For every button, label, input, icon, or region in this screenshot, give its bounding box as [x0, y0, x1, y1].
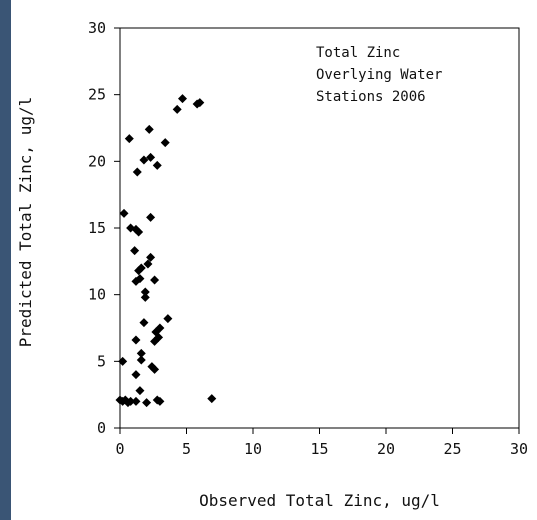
scatter-chart: 0 5 10 15 20 25 30 0 5 10 15 20 25 30 Observed Total …: [16, 19, 528, 510]
y-tick-label: 30: [88, 19, 106, 37]
x-tick-label: 15: [310, 440, 328, 458]
plot-border: [119, 27, 520, 429]
data-point: [130, 246, 140, 256]
data-point: [139, 155, 149, 165]
data-point: [126, 396, 136, 406]
data-point: [142, 398, 152, 408]
y-axis-title: Predicted Total Zinc, ug/l: [16, 97, 35, 347]
data-point: [150, 275, 160, 285]
data-point: [143, 259, 153, 269]
data-point: [172, 104, 182, 114]
data-point: [152, 160, 162, 170]
data-point: [134, 227, 144, 237]
data-point: [136, 263, 146, 273]
data-point: [195, 98, 205, 108]
data-point: [155, 396, 165, 406]
data-point: [131, 335, 141, 345]
annotation-line-3: Stations 2006: [316, 89, 426, 105]
x-tick-label: 5: [182, 440, 191, 458]
y-tick-label: 15: [88, 219, 106, 237]
x-tick-label: 0: [115, 440, 124, 458]
y-tick-label: 25: [88, 86, 106, 104]
data-point: [178, 94, 188, 104]
data-point: [163, 314, 173, 324]
y-tick-label: 10: [88, 286, 106, 304]
data-point: [131, 224, 141, 234]
y-tick-label: 20: [88, 152, 106, 170]
data-point: [207, 394, 217, 404]
data-point: [146, 152, 156, 162]
data-point: [132, 167, 142, 177]
data-point: [131, 396, 141, 406]
data-point: [131, 370, 141, 380]
ticks-layer: 0 5 10 15 20 25 30 0 5 10 15 20 25 30: [88, 19, 528, 458]
data-point: [139, 318, 149, 328]
x-axis-title: Observed Total Zinc, ug/l: [199, 491, 440, 510]
data-point: [136, 348, 146, 358]
data-point: [155, 323, 165, 333]
plot-area: [119, 27, 520, 429]
data-point: [135, 386, 145, 396]
data-point: [124, 134, 134, 144]
data-point: [146, 252, 156, 262]
data-point: [135, 274, 145, 284]
data-point: [160, 138, 170, 148]
chart-frame: 0 5 10 15 20 25 30 0 5 10 15 20 25 30 Observed Total …: [11, 0, 537, 520]
data-point: [154, 332, 164, 342]
data-point: [120, 395, 130, 405]
data-point: [144, 124, 154, 134]
data-point: [146, 212, 156, 222]
data-point: [119, 208, 129, 218]
data-point: [131, 276, 141, 286]
data-point: [136, 355, 146, 365]
annotation-line-2: Overlying Water: [316, 67, 442, 83]
y-tick-label: 0: [97, 419, 106, 437]
data-point: [147, 362, 157, 372]
chart-annotation: Total Zinc Overlying Water Stations 2006: [316, 45, 442, 105]
y-tick-label: 5: [97, 352, 106, 370]
x-tick-label: 20: [377, 440, 395, 458]
x-tick-label: 10: [244, 440, 262, 458]
data-point: [140, 292, 150, 302]
data-point: [118, 356, 128, 366]
x-tick-label: 25: [443, 440, 461, 458]
data-point: [140, 287, 150, 297]
annotation-line-1: Total Zinc: [316, 45, 400, 61]
points-layer: [115, 94, 217, 408]
x-tick-label: 30: [510, 440, 528, 458]
